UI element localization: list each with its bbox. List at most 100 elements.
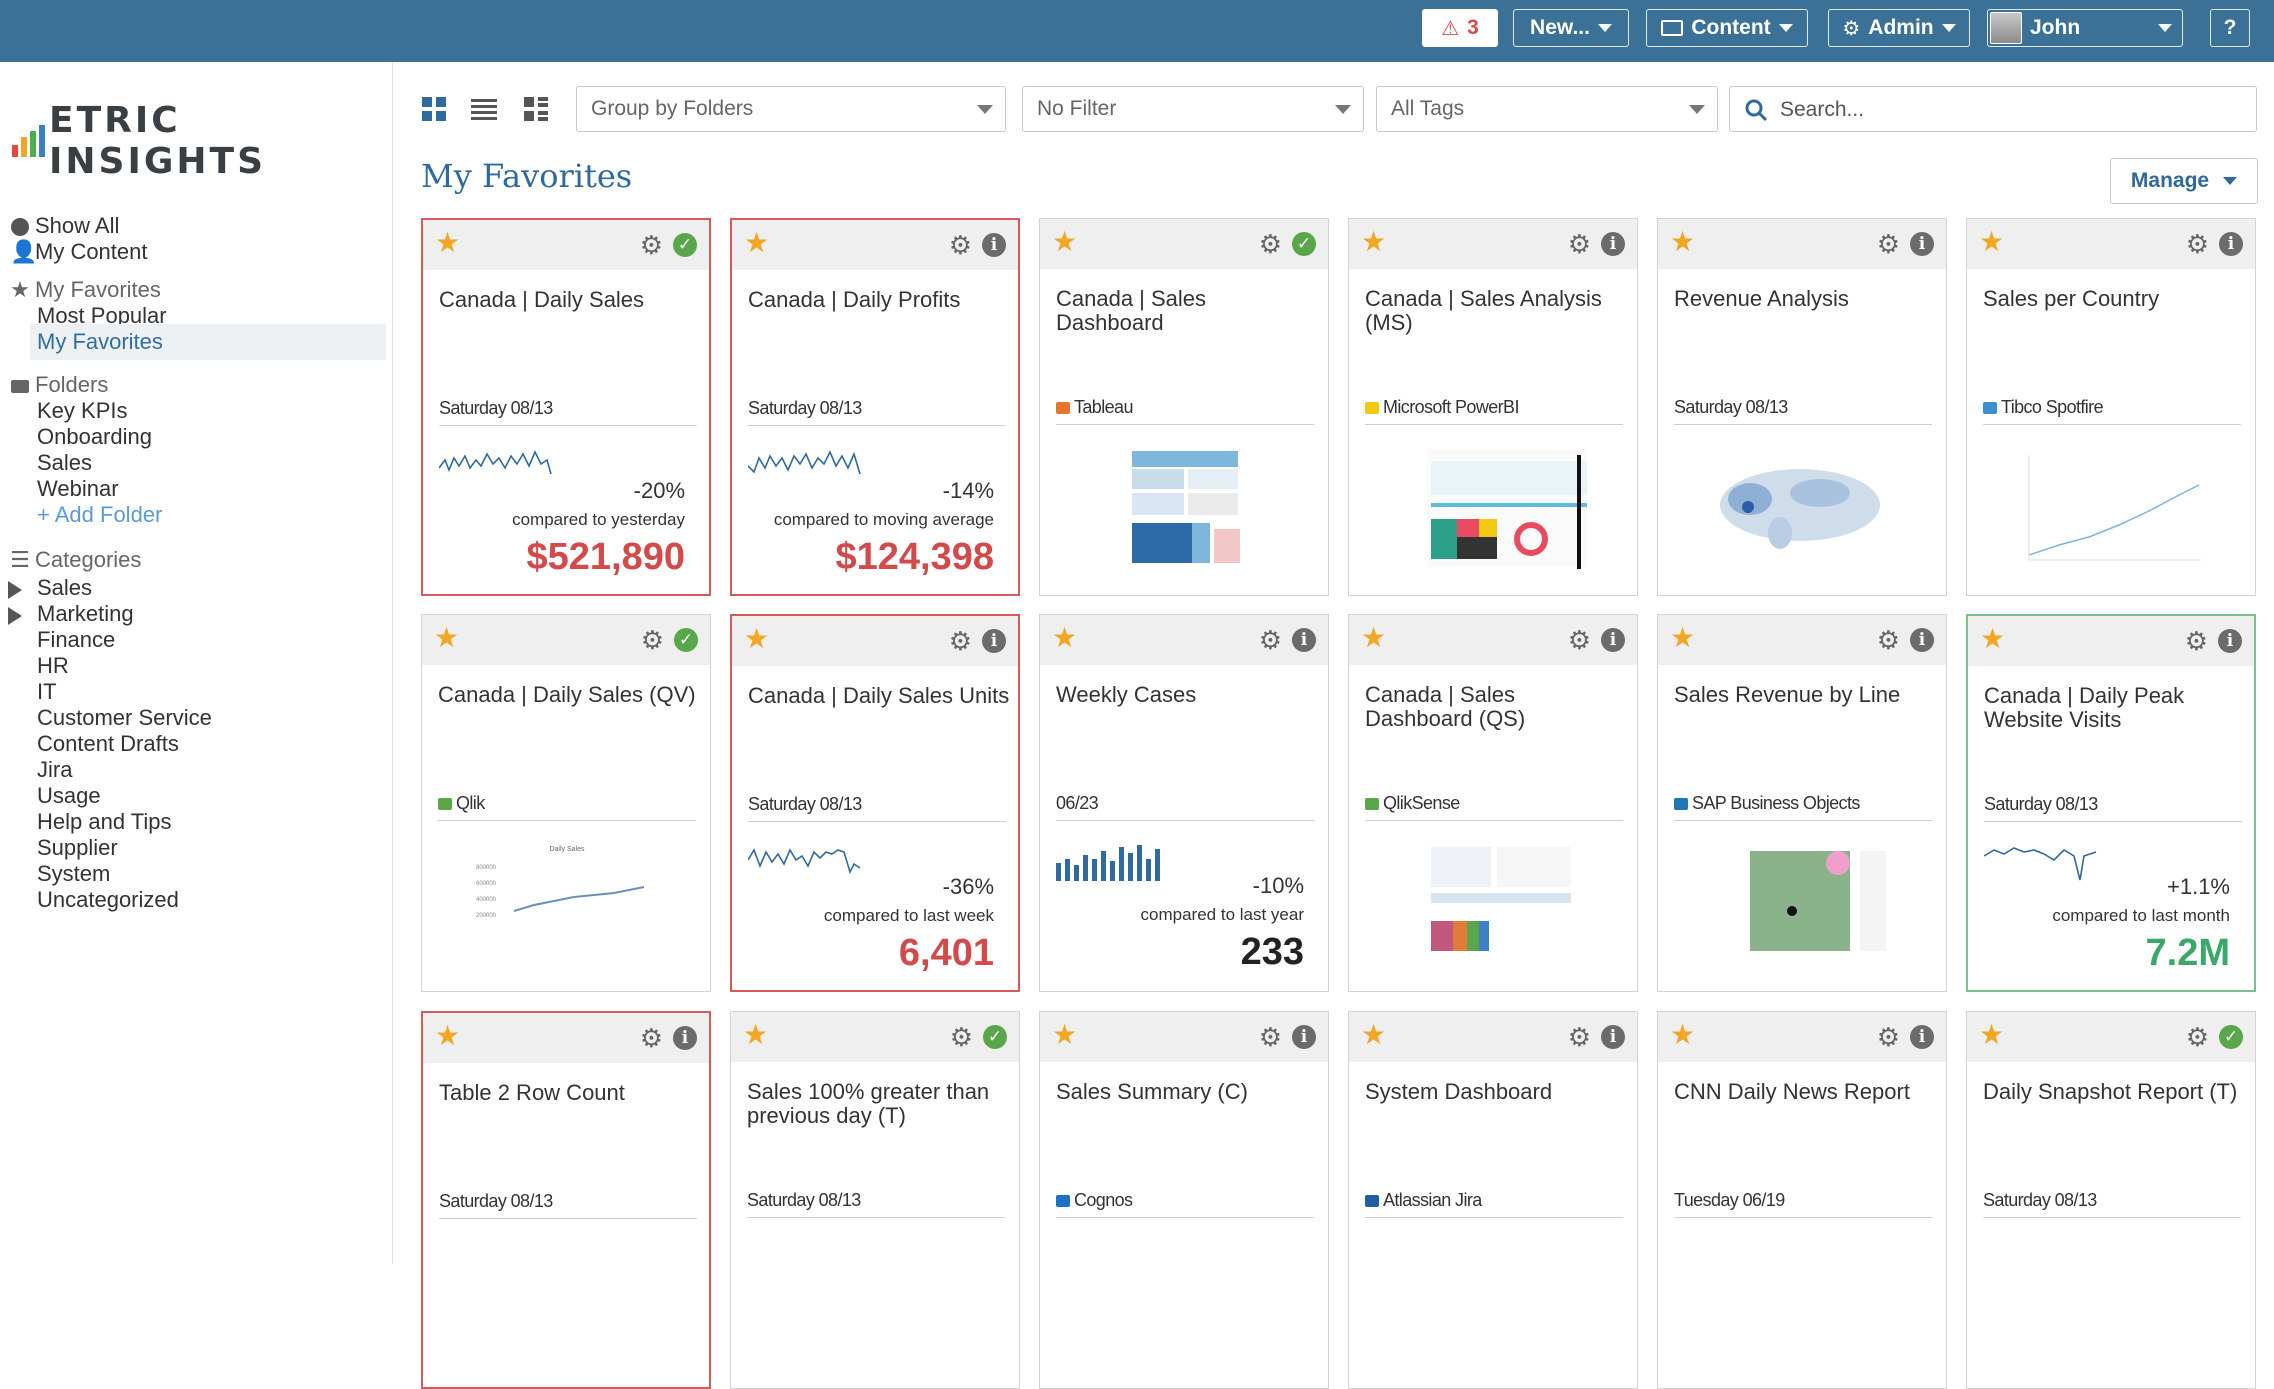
favorite-card[interactable]: ★ ⚙ ✓ Canada | Sales Dashboard Tableau	[1039, 218, 1329, 596]
favorite-card[interactable]: ★ ⚙ i Sales Summary (C) Cognos	[1039, 1011, 1329, 1389]
favorite-card[interactable]: ★ ⚙ ✓ Daily Snapshot Report (T) Saturday 08/…	[1966, 1011, 2256, 1389]
favorite-star-icon[interactable]: ★	[1361, 622, 1387, 653]
gear-icon[interactable]: ⚙	[640, 625, 664, 655]
sidebar-item-jira[interactable]: Jira	[0, 752, 386, 788]
favorite-card[interactable]: ★ ⚙ i Canada | Daily Sales Units Saturday 08…	[730, 614, 1020, 992]
favorite-star-icon[interactable]: ★	[1979, 226, 2005, 257]
favorite-star-icon[interactable]: ★	[743, 1019, 769, 1050]
favorite-star-icon[interactable]: ★	[1052, 1019, 1078, 1050]
favorite-card[interactable]: ★ ⚙ i Canada | Sales Analysis (MS) Microsoft…	[1348, 218, 1638, 596]
gear-icon[interactable]: ⚙	[948, 230, 972, 260]
info-icon[interactable]: i	[1292, 628, 1316, 652]
gear-icon[interactable]: ⚙	[1567, 229, 1591, 259]
info-icon[interactable]: i	[1601, 232, 1625, 256]
gear-icon[interactable]: ⚙	[948, 626, 972, 656]
sidebar-item-my-favorites[interactable]: My Favorites	[30, 324, 386, 360]
gear-icon[interactable]: ⚙	[1567, 1022, 1591, 1052]
info-icon[interactable]: i	[1910, 232, 1934, 256]
info-icon[interactable]: i	[1292, 1025, 1316, 1049]
search-input[interactable]	[1778, 95, 2242, 125]
info-icon[interactable]: i	[1910, 628, 1934, 652]
favorite-card[interactable]: ★ ⚙ i Table 2 Row Count Saturday 08/13	[421, 1011, 711, 1389]
favorite-card[interactable]: ★ ⚙ i Canada | Daily Peak Website Visits Sat…	[1966, 614, 2256, 992]
favorite-star-icon[interactable]: ★	[1361, 226, 1387, 257]
gear-icon[interactable]: ⚙	[949, 1022, 973, 1052]
new-menu-button[interactable]: New...	[1513, 9, 1629, 47]
favorite-star-icon[interactable]: ★	[434, 622, 460, 653]
gear-icon[interactable]: ⚙	[2185, 1022, 2209, 1052]
group-by-select[interactable]: Group by Folders	[576, 86, 1006, 132]
favorite-star-icon[interactable]: ★	[1670, 226, 1696, 257]
sidebar-item-show-all[interactable]: Show All	[0, 208, 386, 244]
info-icon[interactable]: i	[1601, 1025, 1625, 1049]
sidebar-item-system[interactable]: System	[0, 856, 386, 892]
gear-icon[interactable]: ⚙	[639, 1023, 663, 1053]
favorite-star-icon[interactable]: ★	[744, 623, 770, 654]
sidebar-item-customer-service[interactable]: Customer Service	[0, 700, 386, 736]
admin-menu-button[interactable]: ⚙ Admin	[1828, 9, 1970, 47]
tile-view-icon[interactable]	[421, 96, 447, 122]
sidebar-item-content-drafts[interactable]: Content Drafts	[0, 726, 386, 762]
sidebar-item-supplier[interactable]: Supplier	[0, 830, 386, 866]
manage-button[interactable]: Manage	[2110, 158, 2258, 204]
sidebar-item-sales-category[interactable]: Sales	[0, 570, 386, 606]
info-icon[interactable]: i	[1601, 628, 1625, 652]
gear-icon[interactable]: ⚙	[2184, 626, 2208, 656]
favorite-star-icon[interactable]: ★	[1052, 226, 1078, 257]
content-menu-button[interactable]: Content	[1646, 9, 1808, 47]
gear-icon[interactable]: ⚙	[1876, 1022, 1900, 1052]
favorite-card[interactable]: ★ ⚙ i Revenue Analysis Saturday 08/13	[1657, 218, 1947, 596]
sidebar-item-uncategorized[interactable]: Uncategorized	[0, 882, 386, 918]
sidebar-item-sales-folder[interactable]: Sales	[0, 445, 386, 481]
gear-icon[interactable]: ⚙	[1258, 1022, 1282, 1052]
favorite-card[interactable]: ★ ⚙ ✓ Canada | Daily Sales Saturday 08/13 -20…	[421, 218, 711, 596]
favorite-star-icon[interactable]: ★	[1361, 1019, 1387, 1050]
sidebar-item-hr[interactable]: HR	[0, 648, 386, 684]
sidebar-item-webinar[interactable]: Webinar	[0, 471, 386, 507]
favorite-card[interactable]: ★ ⚙ i Weekly Cases 06/23 -10% compared to last…	[1039, 614, 1329, 992]
info-icon[interactable]: i	[2219, 232, 2243, 256]
gear-icon[interactable]: ⚙	[1258, 625, 1282, 655]
favorite-card[interactable]: ★ ⚙ i Canada | Daily Profits Saturday 08/13 -…	[730, 218, 1020, 596]
tags-select[interactable]: All Tags	[1376, 86, 1718, 132]
favorite-star-icon[interactable]: ★	[1980, 623, 2006, 654]
gear-icon[interactable]: ⚙	[639, 230, 663, 260]
sidebar-item-my-content[interactable]: 👤 My Content	[0, 234, 386, 270]
favorite-card[interactable]: ★ ⚙ i Sales Revenue by Line SAP Business Obj…	[1657, 614, 1947, 992]
favorite-star-icon[interactable]: ★	[1670, 1019, 1696, 1050]
favorite-star-icon[interactable]: ★	[1979, 1019, 2005, 1050]
sidebar-item-key-kpis[interactable]: Key KPIs	[0, 393, 386, 429]
list-view-icon[interactable]	[471, 96, 497, 122]
favorite-star-icon[interactable]: ★	[1670, 622, 1696, 653]
info-icon[interactable]: i	[982, 629, 1006, 653]
favorite-star-icon[interactable]: ★	[744, 227, 770, 258]
help-button[interactable]: ?	[2210, 9, 2250, 47]
gear-icon[interactable]: ⚙	[1258, 229, 1282, 259]
expand-arrow-icon[interactable]	[8, 607, 22, 625]
favorite-star-icon[interactable]: ★	[1052, 622, 1078, 653]
sidebar-item-it[interactable]: IT	[0, 674, 386, 710]
favorite-card[interactable]: ★ ⚙ i CNN Daily News Report Tuesday 06/19	[1657, 1011, 1947, 1389]
sidebar-item-onboarding[interactable]: Onboarding	[0, 419, 386, 455]
gear-icon[interactable]: ⚙	[1876, 229, 1900, 259]
sidebar-item-finance[interactable]: Finance	[0, 622, 386, 658]
add-folder-button[interactable]: + Add Folder	[0, 497, 386, 533]
favorite-star-icon[interactable]: ★	[435, 227, 461, 258]
info-icon[interactable]: i	[2218, 629, 2242, 653]
sidebar-item-marketing[interactable]: Marketing	[0, 596, 386, 632]
gear-icon[interactable]: ⚙	[1567, 625, 1591, 655]
favorite-star-icon[interactable]: ★	[435, 1020, 461, 1051]
favorite-card[interactable]: ★ ⚙ i Canada | Sales Dashboard (QS) QlikSens…	[1348, 614, 1638, 992]
user-menu-button[interactable]: John	[1987, 9, 2183, 47]
sidebar-item-most-popular[interactable]: Most Popular	[0, 298, 386, 334]
favorite-card[interactable]: ★ ⚙ ✓ Sales 100% greater than previous day …	[730, 1011, 1020, 1389]
sidebar-item-help-and-tips[interactable]: Help and Tips	[0, 804, 386, 840]
gear-icon[interactable]: ⚙	[2185, 229, 2209, 259]
gear-icon[interactable]: ⚙	[1876, 625, 1900, 655]
expand-arrow-icon[interactable]	[8, 581, 22, 599]
alerts-button[interactable]: ⚠ 3	[1422, 9, 1498, 47]
info-icon[interactable]: i	[982, 233, 1006, 257]
mixed-view-icon[interactable]	[523, 96, 549, 122]
info-icon[interactable]: i	[673, 1026, 697, 1050]
favorite-card[interactable]: ★ ⚙ i Sales per Country Tibco Spotfire	[1966, 218, 2256, 596]
